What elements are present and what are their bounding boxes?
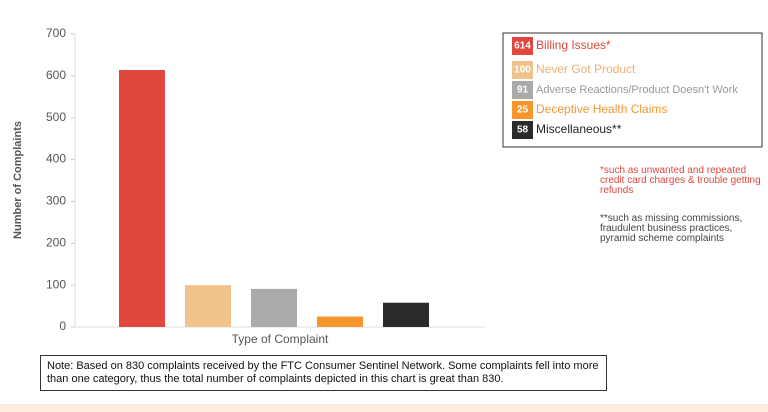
- legend-label: Never Got Product: [536, 62, 636, 76]
- bar: [119, 69, 165, 328]
- legend-swatch: [512, 61, 533, 79]
- bar: [185, 285, 231, 327]
- y-tick-label: 100: [46, 277, 66, 291]
- bottom-strip: [0, 404, 768, 412]
- bar: [383, 302, 429, 327]
- legend-swatch: [512, 37, 533, 55]
- y-tick-label: 0: [59, 319, 66, 333]
- y-tick-label: 400: [46, 152, 66, 166]
- y-tick-label: 600: [46, 68, 66, 82]
- legend-label: Deceptive Health Claims: [536, 102, 667, 116]
- y-tick-label: 200: [46, 235, 66, 249]
- legend-swatch: [512, 121, 533, 139]
- y-tick-label: 700: [46, 26, 66, 40]
- footnote: **such as missing commissions, fraudulen…: [600, 213, 743, 244]
- legend-label: Adverse Reactions/Product Doesn't Work: [536, 84, 738, 96]
- note: Note: Based on 830 complaints received b…: [40, 355, 607, 391]
- legend-box: [502, 32, 763, 148]
- bar: [251, 288, 297, 327]
- bar: [317, 316, 363, 327]
- legend-value: 25: [517, 105, 529, 116]
- y-axis-title: Number of Complaints: [12, 121, 24, 239]
- footnote: *such as unwanted and repeated credit ca…: [600, 165, 761, 196]
- legend-value: 91: [517, 85, 529, 96]
- y-tick-label: 300: [46, 194, 66, 208]
- legend-value: 614: [514, 41, 531, 52]
- legend-label: Billing Issues*: [536, 38, 611, 52]
- legend-value: 100: [514, 65, 531, 76]
- legend-swatch: [512, 81, 533, 99]
- legend-swatch: [512, 101, 533, 119]
- legend-value: 58: [517, 125, 529, 136]
- legend-label: Miscellaneous**: [536, 122, 622, 136]
- y-tick-label: 500: [46, 110, 66, 124]
- x-axis-title: Type of Complaint: [232, 332, 329, 346]
